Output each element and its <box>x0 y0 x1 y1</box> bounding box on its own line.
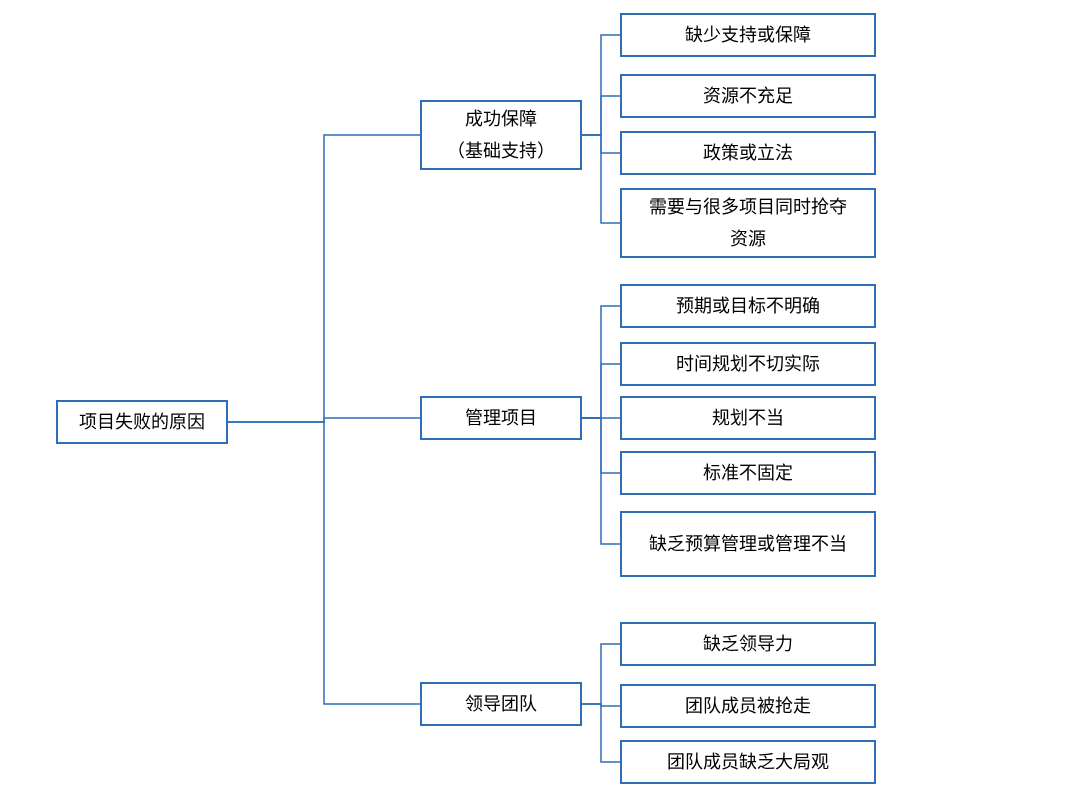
connector-root-cat3 <box>228 422 420 704</box>
leaf-node: 缺乏领导力 <box>620 622 876 666</box>
leaf-node: 团队成员缺乏大局观 <box>620 740 876 784</box>
connector-cat1-c1_4 <box>582 135 620 223</box>
connector-cat1-c1_3 <box>582 135 620 153</box>
leaf-node: 规划不当 <box>620 396 876 440</box>
category-node-manage-project: 管理项目 <box>420 396 582 440</box>
category-node-lead-team: 领导团队 <box>420 682 582 726</box>
leaf-node: 政策或立法 <box>620 131 876 175</box>
connector-cat2-c2_4 <box>582 418 620 473</box>
leaf-node: 资源不充足 <box>620 74 876 118</box>
connector-cat2-c2_2 <box>582 364 620 418</box>
connector-cat2-c2_5 <box>582 418 620 544</box>
leaf-node: 团队成员被抢走 <box>620 684 876 728</box>
category-node-success-support: 成功保障 （基础支持） <box>420 100 582 170</box>
connector-cat2-c2_1 <box>582 306 620 418</box>
connector-root-cat2 <box>228 418 420 422</box>
connector-cat3-c3_2 <box>582 704 620 706</box>
leaf-node: 时间规划不切实际 <box>620 342 876 386</box>
leaf-node: 需要与很多项目同时抢夺 资源 <box>620 188 876 258</box>
connector-cat3-c3_3 <box>582 704 620 762</box>
leaf-node: 缺乏预算管理或管理不当 <box>620 511 876 577</box>
connector-cat3-c3_1 <box>582 644 620 704</box>
connector-root-cat1 <box>228 135 420 422</box>
connector-cat1-c1_2 <box>582 96 620 135</box>
diagram-stage: 项目失败的原因 成功保障 （基础支持） 管理项目 领导团队 缺少支持或保障 资源… <box>0 0 1080 790</box>
leaf-node: 标准不固定 <box>620 451 876 495</box>
leaf-node: 缺少支持或保障 <box>620 13 876 57</box>
connector-cat1-c1_1 <box>582 35 620 135</box>
leaf-node: 预期或目标不明确 <box>620 284 876 328</box>
root-node: 项目失败的原因 <box>56 400 228 444</box>
